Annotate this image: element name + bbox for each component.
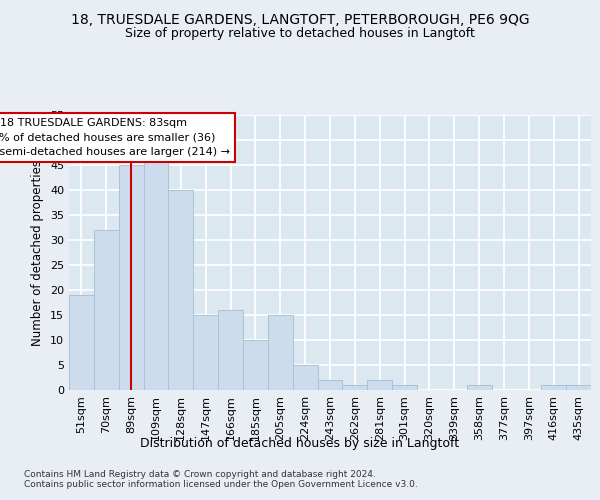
Bar: [193, 315, 218, 390]
Bar: [317, 380, 343, 390]
Text: 18 TRUESDALE GARDENS: 83sqm
← 14% of detached houses are smaller (36)
85% of sem: 18 TRUESDALE GARDENS: 83sqm ← 14% of det…: [0, 118, 230, 157]
Bar: [566, 385, 591, 390]
Bar: [541, 385, 566, 390]
Bar: [218, 310, 243, 390]
Bar: [69, 295, 94, 390]
Bar: [343, 385, 367, 390]
Bar: [94, 230, 119, 390]
Y-axis label: Number of detached properties: Number of detached properties: [31, 160, 44, 346]
Bar: [143, 160, 169, 390]
Bar: [169, 190, 193, 390]
Bar: [293, 365, 317, 390]
Bar: [367, 380, 392, 390]
Text: 18, TRUESDALE GARDENS, LANGTOFT, PETERBOROUGH, PE6 9QG: 18, TRUESDALE GARDENS, LANGTOFT, PETERBO…: [71, 12, 529, 26]
Bar: [119, 165, 143, 390]
Bar: [467, 385, 491, 390]
Text: Size of property relative to detached houses in Langtoft: Size of property relative to detached ho…: [125, 28, 475, 40]
Text: Contains HM Land Registry data © Crown copyright and database right 2024.
Contai: Contains HM Land Registry data © Crown c…: [24, 470, 418, 490]
Text: Distribution of detached houses by size in Langtoft: Distribution of detached houses by size …: [140, 438, 460, 450]
Bar: [268, 315, 293, 390]
Bar: [392, 385, 417, 390]
Bar: [243, 340, 268, 390]
